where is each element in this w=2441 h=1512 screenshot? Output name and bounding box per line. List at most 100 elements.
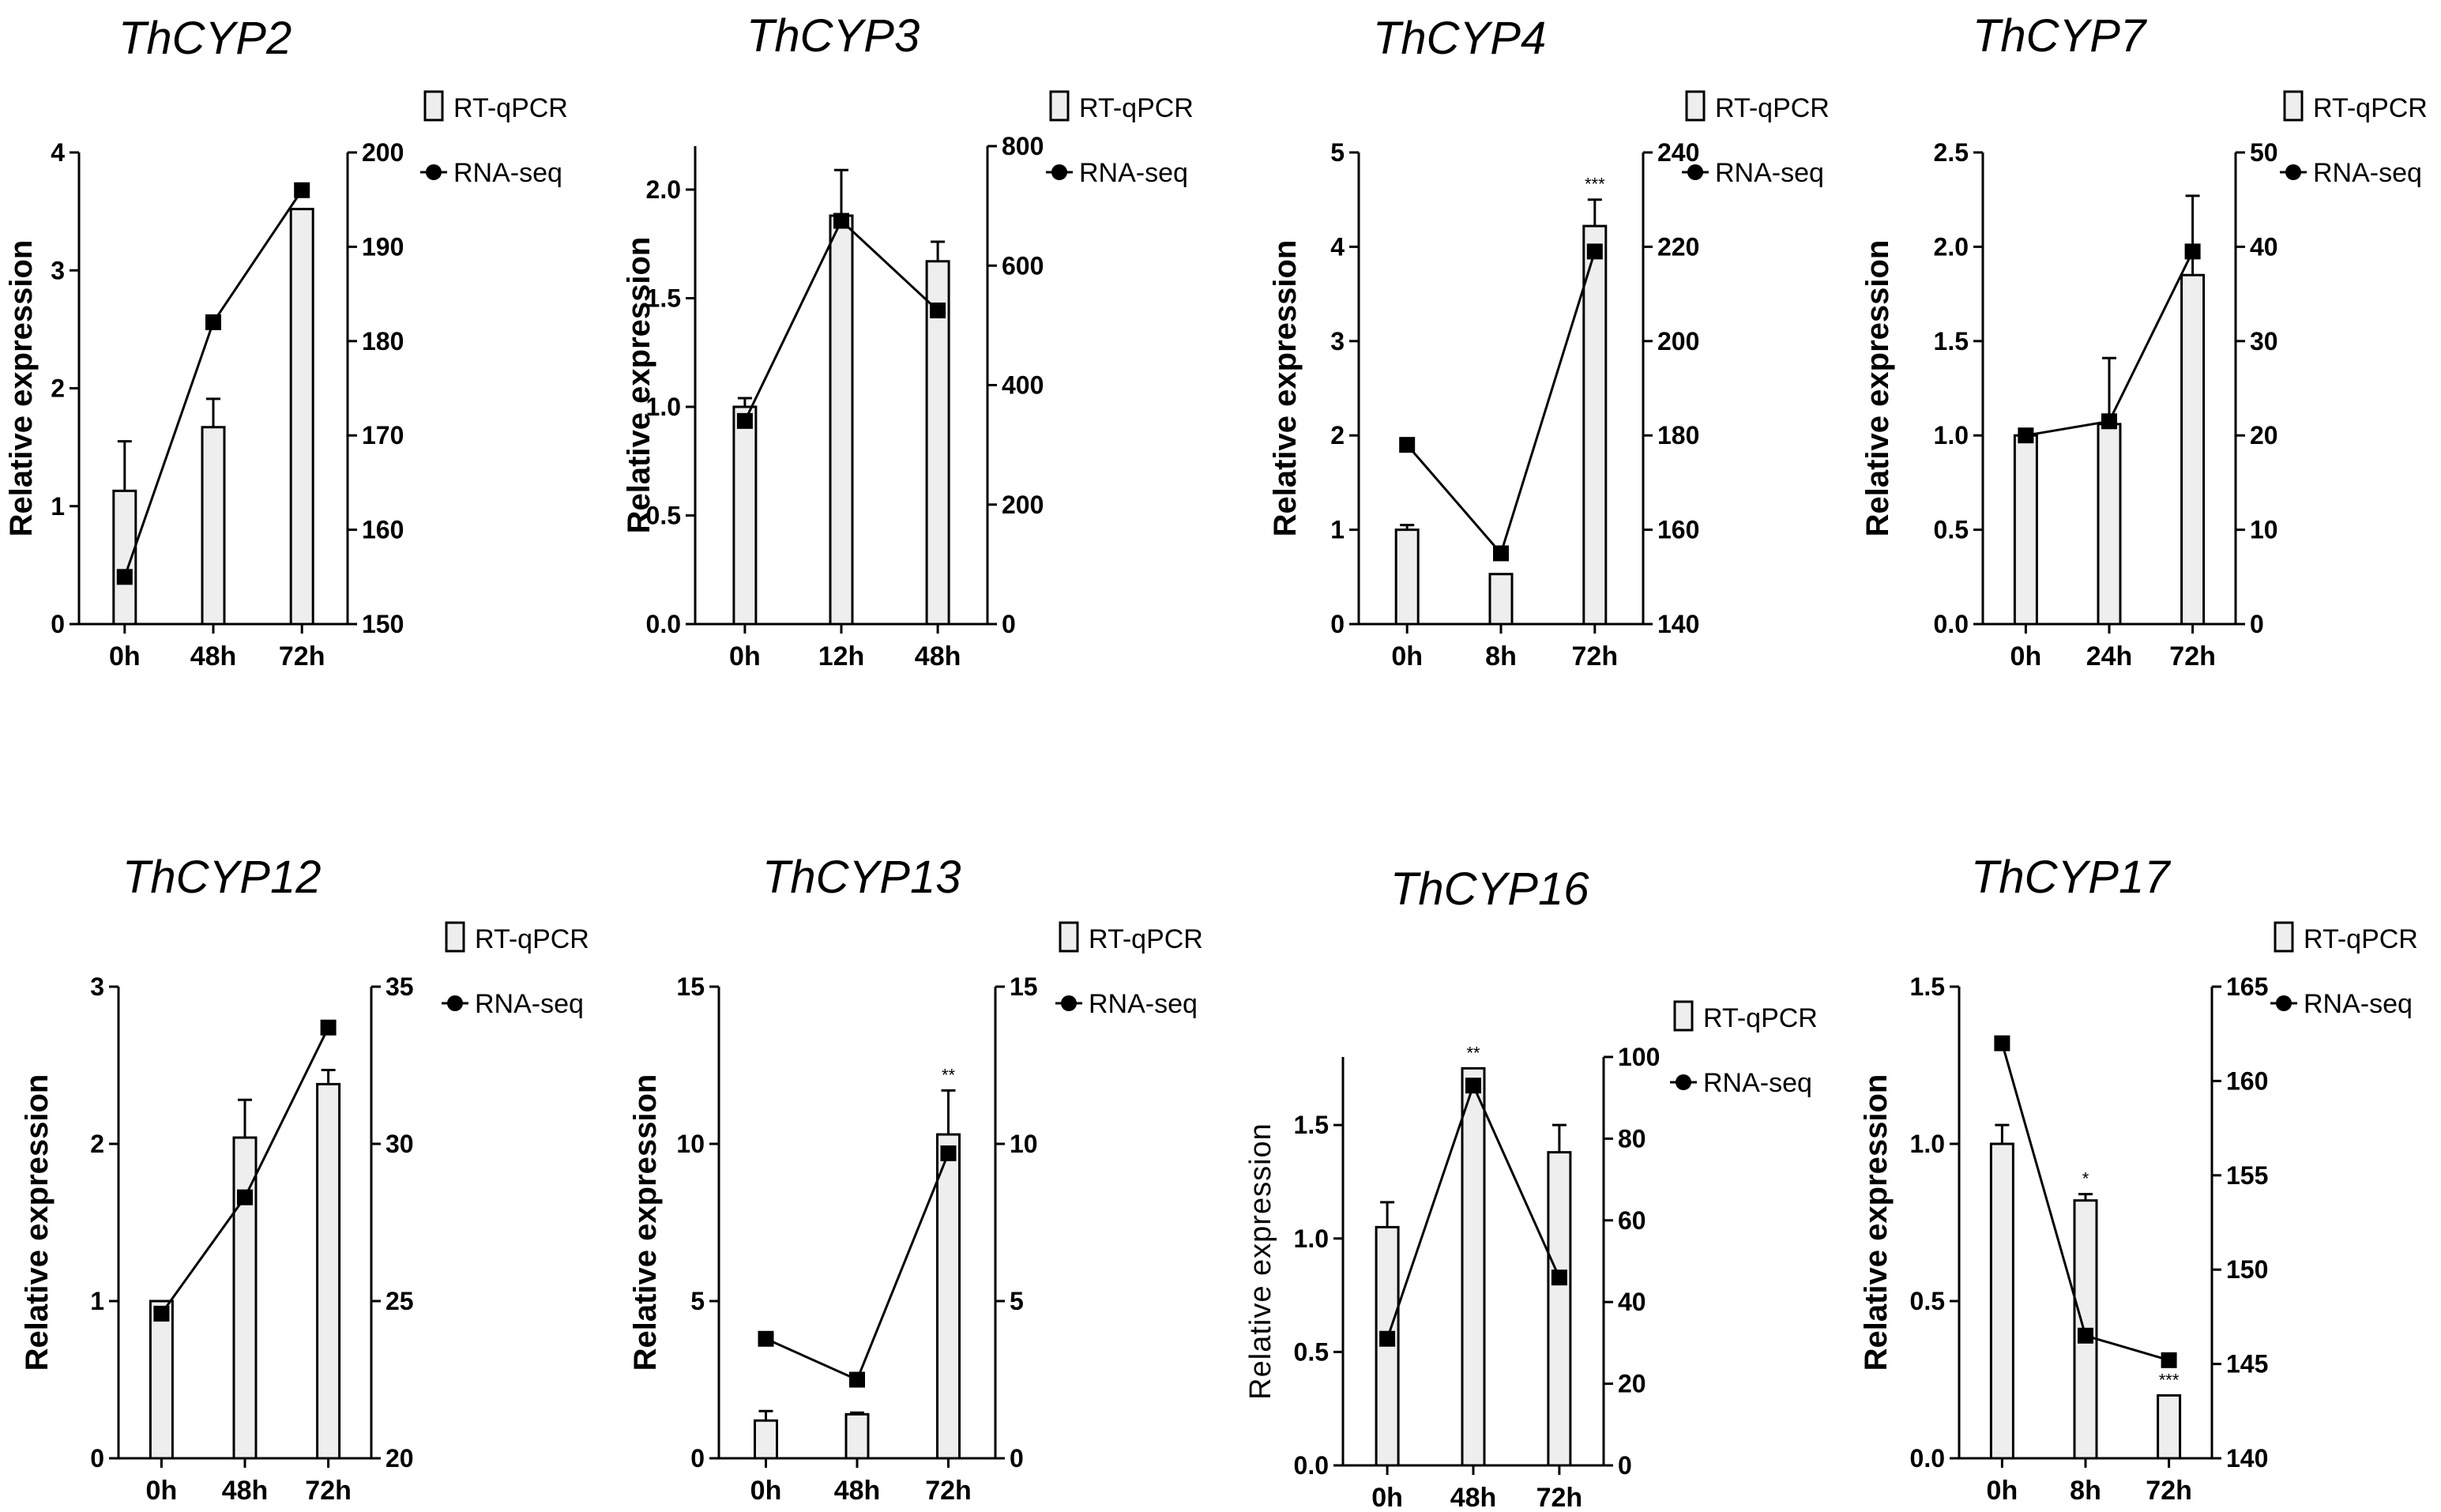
significance-label: ** (1466, 1043, 1480, 1063)
bar-rt-qpcr (1394, 528, 1420, 626)
x-tick-label: 48h (190, 641, 237, 671)
y2-tick-label: 240 (1657, 138, 1699, 167)
y-tick-label: 0.0 (646, 610, 681, 638)
legend: RT-qPCR RNA-seq (2270, 921, 2418, 1019)
point-rna-seq (2184, 243, 2201, 260)
point-rna-seq (1493, 545, 1509, 562)
bar-rt-qpcr (2157, 1394, 2182, 1460)
legend-point-swatch (2285, 164, 2301, 180)
y-tick-label: 4 (1330, 232, 1345, 261)
y-tick-label: 1 (51, 492, 65, 521)
legend-point-swatch (2276, 995, 2292, 1011)
chart-panel-thcyp7: ThCYP7 0.0 0.5 1.0 1.5 2.0 2.5 0 10 20 30 40 50 0h 24h… (1860, 10, 2428, 671)
legend-label-rt-qpcr: RT-qPCR (2304, 924, 2418, 954)
y2-tick-label: 80 (1618, 1124, 1646, 1153)
point-rna-seq (833, 213, 849, 229)
y-axis-label: Relative expression (1859, 1074, 1894, 1371)
point-rna-seq (2161, 1352, 2177, 1368)
y-tick-label: 2.0 (646, 175, 681, 204)
y-tick-label: 3 (90, 972, 104, 1001)
y2-tick-label: 60 (1618, 1206, 1646, 1235)
point-rna-seq (320, 1019, 337, 1036)
y-tick-label: 0 (90, 1444, 104, 1473)
chart-title: ThCYP3 (747, 10, 920, 62)
legend-bar-swatch (1049, 90, 1070, 122)
y-tick-label: 0.5 (1934, 516, 1969, 544)
y2-tick-label: 220 (1657, 232, 1699, 261)
point-rna-seq (237, 1189, 253, 1205)
point-rna-seq (1586, 243, 1603, 260)
y2-tick-label: 180 (362, 327, 404, 355)
chart-panel-thcyp12: ThCYP12 0 1 2 3 20 25 30 35 0h 48h 72h Relative expr… (20, 852, 589, 1506)
x-tick-label: 0h (1371, 1483, 1403, 1512)
y-tick-label: 0.5 (1910, 1287, 1945, 1315)
legend-bar-swatch (1059, 921, 1079, 953)
x-tick-label: 72h (1536, 1483, 1583, 1512)
legend-point-swatch (447, 995, 463, 1011)
legend-label-rt-qpcr: RT-qPCR (1079, 93, 1194, 123)
chart-title: ThCYP16 (1390, 863, 1589, 915)
x-tick-label: 0h (146, 1476, 178, 1506)
x-tick-label: 8h (1485, 641, 1517, 671)
x-tick-label: 48h (1450, 1483, 1497, 1512)
y-tick-label: 2 (90, 1130, 104, 1158)
significance-label: *** (2159, 1370, 2180, 1390)
bar-rt-qpcr (2097, 423, 2122, 626)
x-tick-label: 0h (729, 641, 761, 671)
y2-tick-label: 5 (1010, 1287, 1024, 1315)
chart-panel-thcyp2: ThCYP2 0 1 2 3 4 150 160 170 180 190 200 0h 48h 72h Rel… (4, 13, 568, 671)
y2-tick-label: 25 (386, 1287, 414, 1315)
line-rna-seq (765, 1153, 950, 1382)
y-tick-label: 5 (1330, 138, 1345, 167)
bar-rt-qpcr (2180, 273, 2206, 626)
legend-label-rt-qpcr: RT-qPCR (1089, 924, 1203, 954)
legend-label-rna-seq: RNA-seq (1089, 989, 1198, 1019)
bar-rt-qpcr (732, 405, 758, 626)
bar-rt-qpcr (829, 214, 854, 626)
y-tick-label: 1 (1330, 516, 1345, 544)
y-tick-label: 1.0 (1294, 1224, 1329, 1253)
legend-point-swatch (1061, 995, 1077, 1011)
y-axis-label: Relative expression (1244, 1123, 1277, 1400)
x-tick-label: 48h (915, 641, 961, 671)
chart-title: ThCYP12 (122, 852, 321, 903)
y-tick-label: 0 (1330, 610, 1345, 638)
y2-tick-label: 145 (2226, 1350, 2268, 1378)
chart-title: ThCYP13 (762, 852, 961, 903)
x-tick-label: 72h (2146, 1476, 2192, 1506)
legend: RT-qPCR RNA-seq (2280, 90, 2428, 188)
chart-panel-thcyp16: ThCYP16 0.0 0.5 1.0 1.5 0 20 40 60 80 100 0h 48h 72h R… (1244, 863, 1818, 1512)
bar-rt-qpcr (1488, 573, 1514, 626)
chart-panel-thcyp3: ThCYP3 0.0 0.5 1.0 1.5 2.0 0 200 400 600 800 0h 12h 4… (622, 10, 1194, 671)
y2-tick-label: 0 (2250, 610, 2264, 638)
legend-bar-swatch (1685, 90, 1706, 122)
y-axis-label: Relative expression (628, 1074, 663, 1371)
bar-rt-qpcr (201, 426, 226, 626)
bar-rt-qpcr (754, 1419, 778, 1460)
chart-panel-thcyp4: ThCYP4 0 1 2 3 4 5 140 160 180 200 220 240 0h 8h 72h Rel… (1268, 13, 1830, 671)
y-tick-label: 2.0 (1934, 232, 1969, 261)
y-tick-label: 2 (1330, 421, 1345, 449)
y2-tick-label: 0 (1002, 610, 1016, 638)
y2-tick-label: 10 (2250, 516, 2278, 544)
y2-tick-label: 20 (386, 1444, 414, 1473)
point-rna-seq (205, 314, 221, 330)
x-tick-label: 72h (2169, 641, 2216, 671)
y2-tick-label: 0 (1618, 1451, 1632, 1480)
legend-point-swatch (1051, 164, 1067, 180)
point-rna-seq (2018, 427, 2034, 444)
bar-rt-qpcr (936, 1133, 961, 1460)
y-tick-label: 4 (51, 138, 65, 167)
bar-rt-qpcr (2013, 434, 2038, 626)
line-rna-seq (1406, 250, 1597, 556)
y-axis-label: Relative expression (1268, 240, 1303, 537)
point-rna-seq (849, 1371, 865, 1388)
x-tick-label: 12h (818, 641, 865, 671)
x-tick-label: 48h (834, 1476, 881, 1506)
y-tick-label: 1.5 (1910, 972, 1945, 1001)
y-tick-label: 0 (690, 1444, 705, 1473)
chart-panel-thcyp17: ThCYP17 0.0 0.5 1.0 1.5 140 145 150 155 160 165 0h 8… (1859, 852, 2418, 1506)
y2-tick-label: 140 (2226, 1444, 2268, 1473)
y2-tick-label: 50 (2250, 138, 2278, 167)
bar-rt-qpcr (289, 208, 314, 626)
